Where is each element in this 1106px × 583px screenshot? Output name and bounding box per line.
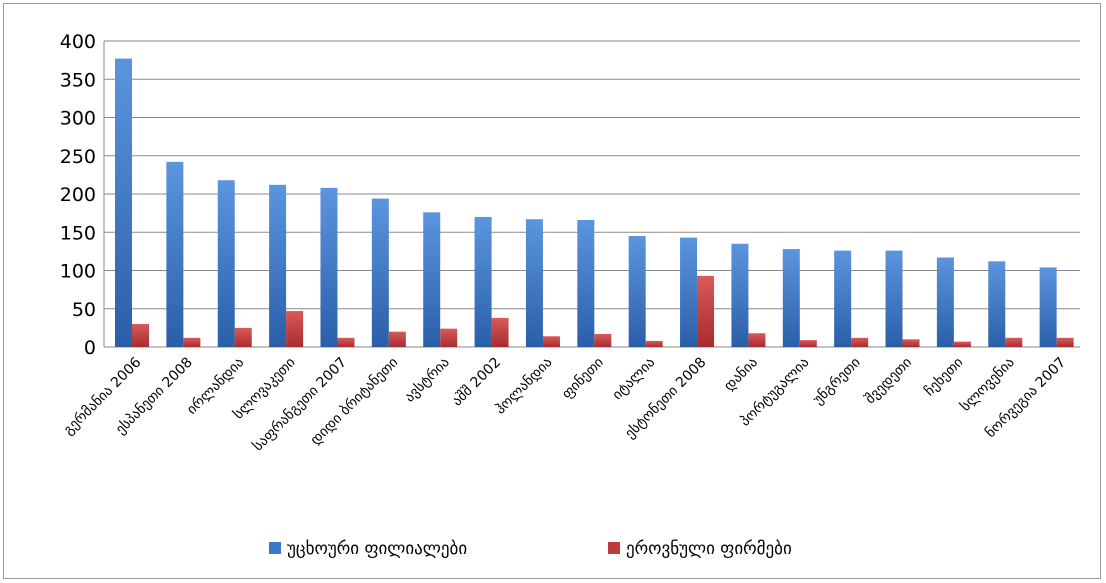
bar-national-firms	[799, 340, 817, 347]
y-tick-label: 100	[60, 261, 96, 283]
x-tick-label: იტალია	[610, 355, 659, 404]
bar-national-firms	[491, 317, 509, 347]
bar-national-firms	[440, 328, 458, 347]
bar-national-firms	[1005, 337, 1023, 347]
bar-foreign-branches	[834, 250, 852, 347]
bar-foreign-branches	[269, 184, 287, 347]
bar-national-firms	[234, 327, 252, 347]
y-tick-label: 50	[72, 299, 96, 321]
x-tick-label: დიდი ბრიტანეთი	[307, 354, 401, 448]
bar-foreign-branches	[782, 249, 800, 347]
y-tick-label: 200	[60, 184, 96, 206]
bar-foreign-branches	[577, 220, 595, 347]
bar-national-firms	[697, 275, 715, 347]
bar-national-firms	[286, 311, 304, 347]
legend-swatch	[608, 542, 620, 554]
bar-foreign-branches	[628, 236, 646, 347]
x-tick-label: საფრანგეთი 2007	[249, 354, 350, 455]
bar-national-firms	[851, 337, 869, 347]
x-tick-label: ჩეხეთი	[922, 355, 967, 400]
x-tick-label: აშშ 2002	[449, 355, 504, 410]
bar-foreign-branches	[1039, 267, 1057, 347]
x-tick-label: ავსტრია	[401, 354, 453, 406]
chart-frame	[3, 3, 1101, 579]
bar-foreign-branches	[115, 58, 132, 347]
bar-national-firms	[132, 324, 149, 347]
legend-label: ეროვნული ფირმები	[626, 539, 792, 559]
y-tick-label: 150	[60, 222, 96, 244]
bar-foreign-branches	[371, 198, 389, 347]
bar-foreign-branches	[988, 261, 1006, 347]
y-tick-label: 0	[84, 337, 96, 359]
bar-national-firms	[388, 331, 406, 347]
bar-national-firms	[542, 336, 560, 347]
bar-foreign-branches	[936, 257, 954, 347]
x-tick-label: უნგრეთი	[810, 354, 864, 408]
bar-foreign-branches	[474, 216, 492, 347]
bar-foreign-branches	[680, 237, 698, 347]
bar-national-firms	[953, 341, 971, 347]
bar-foreign-branches	[423, 212, 441, 347]
bar-national-firms	[1056, 337, 1074, 347]
bar-foreign-branches	[166, 161, 184, 347]
y-tick-label: 400	[60, 31, 96, 53]
bar-national-firms	[183, 337, 201, 347]
x-tick-label: ფინეთი	[559, 355, 607, 403]
bar-foreign-branches	[731, 243, 749, 347]
y-tick-label: 300	[60, 108, 96, 130]
bar-foreign-branches	[320, 187, 338, 347]
x-tick-label: შვედეთი	[862, 355, 915, 408]
x-tick-label: დანია	[721, 355, 761, 395]
bar-national-firms	[902, 339, 920, 347]
bar-national-firms	[337, 337, 355, 347]
y-tick-label: 350	[60, 69, 96, 91]
legend-swatch	[269, 542, 281, 554]
bar-foreign-branches	[885, 250, 903, 347]
bar-national-firms	[645, 340, 663, 347]
bar-national-firms	[748, 333, 766, 347]
legend-label: უცხოური ფილიალები	[287, 539, 467, 559]
bar-national-firms	[594, 333, 612, 347]
bar-foreign-branches	[525, 219, 543, 347]
bar-foreign-branches	[217, 180, 235, 347]
y-tick-label: 250	[60, 146, 96, 168]
